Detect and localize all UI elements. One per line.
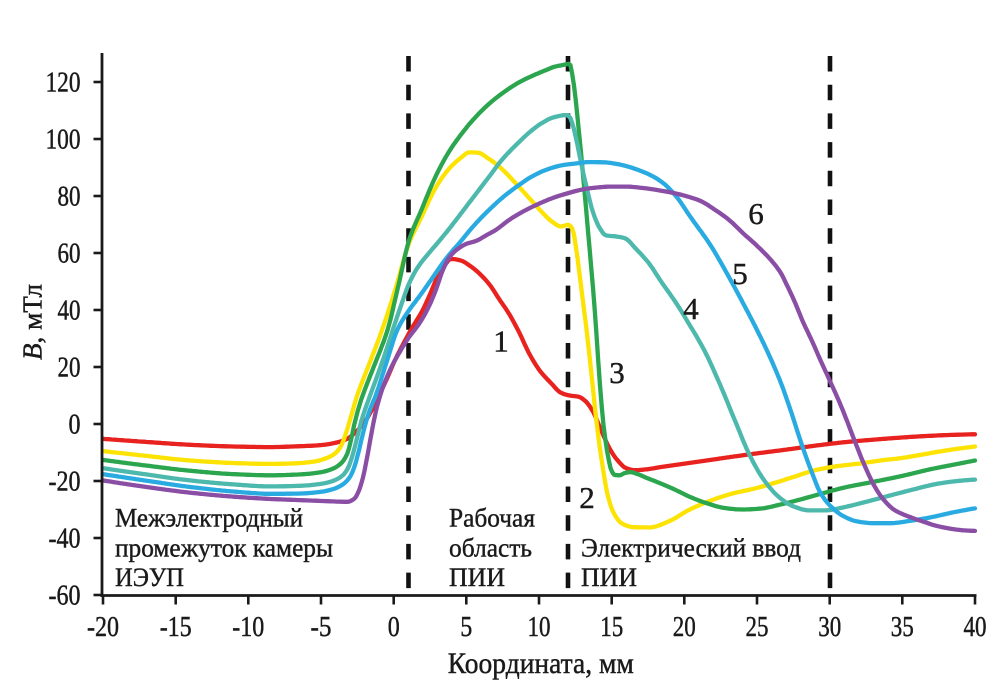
svg-text:20: 20 — [673, 612, 696, 643]
svg-text:-15: -15 — [160, 612, 192, 643]
svg-text:120: 120 — [46, 68, 81, 99]
svg-text:35: 35 — [891, 612, 914, 643]
svg-text:100: 100 — [46, 125, 81, 156]
svg-text:80: 80 — [58, 182, 81, 213]
svg-text:0: 0 — [69, 410, 81, 441]
svg-text:-10: -10 — [232, 612, 264, 643]
svg-text:0: 0 — [388, 612, 400, 643]
svg-text:-60: -60 — [49, 581, 81, 612]
svg-text:-20: -20 — [87, 612, 119, 643]
svg-text:1: 1 — [493, 324, 509, 359]
svg-text:ПИИ: ПИИ — [449, 563, 505, 592]
svg-text:20: 20 — [58, 353, 81, 384]
svg-text:15: 15 — [600, 612, 623, 643]
svg-text:10: 10 — [528, 612, 551, 643]
svg-text:30: 30 — [818, 612, 841, 643]
svg-text:40: 40 — [964, 612, 987, 643]
svg-text:40: 40 — [58, 296, 81, 327]
svg-text:Межэлектродный: Межэлектродный — [115, 504, 303, 533]
svg-text:ПИИ: ПИИ — [581, 563, 637, 592]
svg-text:25: 25 — [746, 612, 769, 643]
svg-text:-5: -5 — [311, 612, 332, 643]
svg-text:5: 5 — [732, 256, 748, 291]
svg-text:-20: -20 — [49, 467, 81, 498]
svg-text:Координата, мм: Координата, мм — [448, 647, 634, 680]
svg-text:B, мТл: B, мТл — [18, 284, 48, 360]
svg-text:3: 3 — [609, 355, 625, 390]
svg-text:ИЭУП: ИЭУП — [115, 563, 184, 592]
svg-text:6: 6 — [748, 196, 764, 231]
svg-text:-40: -40 — [49, 524, 81, 555]
svg-text:Рабочая: Рабочая — [449, 504, 535, 533]
svg-text:область: область — [449, 534, 532, 563]
svg-text:60: 60 — [58, 239, 81, 270]
svg-text:5: 5 — [460, 612, 472, 643]
svg-text:Электрический ввод: Электрический ввод — [581, 534, 801, 563]
svg-text:4: 4 — [683, 291, 699, 326]
svg-text:промежуток камеры: промежуток камеры — [115, 534, 333, 563]
svg-text:2: 2 — [579, 480, 595, 515]
